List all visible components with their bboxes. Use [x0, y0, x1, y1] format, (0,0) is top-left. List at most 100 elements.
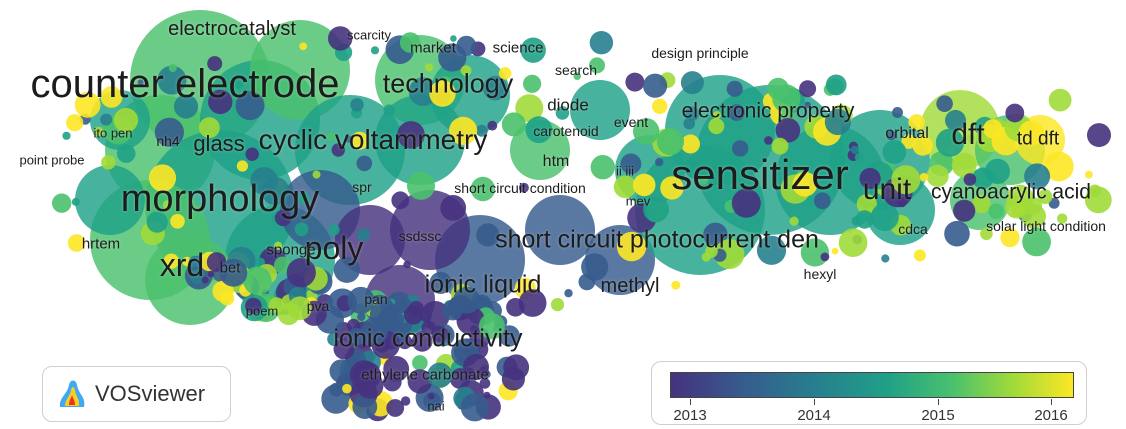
- term-bubble[interactable]: [168, 64, 177, 72]
- term-bubble[interactable]: [400, 396, 411, 406]
- term-bubble[interactable]: [726, 80, 743, 97]
- term-bubble[interactable]: [478, 313, 505, 340]
- term-label-ionic-conductivity[interactable]: ionic conductivity: [333, 324, 523, 353]
- term-bubble[interactable]: [684, 155, 707, 179]
- term-bubble[interactable]: [361, 317, 389, 344]
- term-label-bet[interactable]: bet: [219, 259, 241, 277]
- term-bubble[interactable]: [235, 91, 265, 121]
- term-label-hrtem[interactable]: hrtem: [81, 235, 121, 253]
- term-bubble[interactable]: [297, 192, 311, 205]
- term-bubble[interactable]: [570, 80, 630, 140]
- term-bubble[interactable]: [286, 258, 316, 288]
- term-bubble[interactable]: [450, 35, 457, 42]
- term-bubble[interactable]: [245, 147, 259, 161]
- term-label-ethylene-carbonate[interactable]: ethylene carbonate: [361, 366, 489, 384]
- term-label-event[interactable]: event: [613, 114, 649, 130]
- term-bubble[interactable]: [613, 175, 637, 199]
- term-bubble[interactable]: [482, 75, 508, 101]
- term-bubble[interactable]: [850, 145, 859, 155]
- term-bubble[interactable]: [892, 107, 903, 118]
- term-bubble[interactable]: [908, 114, 925, 131]
- term-bubble[interactable]: [273, 241, 283, 250]
- term-bubble[interactable]: [901, 134, 916, 149]
- term-bubble[interactable]: [643, 73, 668, 98]
- term-bubble[interactable]: [100, 113, 113, 126]
- term-bubble[interactable]: [429, 80, 456, 107]
- term-bubble[interactable]: [407, 171, 435, 200]
- term-bubble[interactable]: [173, 94, 199, 119]
- term-bubble[interactable]: [397, 121, 425, 149]
- term-bubble[interactable]: [100, 86, 123, 108]
- term-bubble[interactable]: [268, 297, 285, 313]
- term-label-hexyl[interactable]: hexyl: [803, 266, 837, 282]
- term-bubble[interactable]: [101, 155, 116, 170]
- term-bubble[interactable]: [632, 173, 656, 197]
- term-bubble[interactable]: [391, 191, 410, 210]
- term-bubble[interactable]: [1085, 170, 1093, 179]
- term-bubble[interactable]: [424, 63, 434, 72]
- term-bubble[interactable]: [732, 140, 749, 157]
- term-bubble[interactable]: [328, 224, 340, 236]
- term-bubble[interactable]: [456, 35, 477, 56]
- term-bubble[interactable]: [984, 158, 1011, 184]
- term-bubble[interactable]: [775, 118, 801, 143]
- term-label-counter-electrode[interactable]: counter electrode: [30, 62, 340, 106]
- term-bubble[interactable]: [1005, 103, 1025, 123]
- term-bubble[interactable]: [479, 377, 491, 389]
- term-bubble[interactable]: [705, 244, 718, 258]
- term-bubble[interactable]: [74, 91, 101, 118]
- term-bubble[interactable]: [201, 276, 209, 284]
- term-bubble[interactable]: [550, 298, 565, 312]
- term-bubble[interactable]: [913, 249, 926, 262]
- term-bubble[interactable]: [855, 210, 874, 229]
- term-bubble[interactable]: [299, 42, 308, 51]
- term-bubble[interactable]: [824, 108, 852, 136]
- term-bubble[interactable]: [799, 80, 817, 98]
- term-label-electronic-property[interactable]: electronic property: [681, 99, 855, 123]
- term-bubble[interactable]: [154, 117, 184, 147]
- term-bubble[interactable]: [208, 89, 233, 115]
- term-label-spr[interactable]: spr: [352, 179, 372, 195]
- term-bubble[interactable]: [881, 254, 890, 263]
- term-bubble[interactable]: [859, 167, 881, 190]
- term-bubble[interactable]: [963, 173, 977, 186]
- term-bubble[interactable]: [255, 257, 265, 267]
- term-label-nh4[interactable]: nh4: [156, 133, 180, 149]
- term-bubble[interactable]: [487, 120, 498, 131]
- term-label-cyanoacrylic-acid[interactable]: cyanoacrylic acid: [931, 180, 1091, 204]
- term-bubble[interactable]: [573, 72, 581, 80]
- term-bubble[interactable]: [825, 74, 847, 96]
- term-bubble[interactable]: [771, 137, 789, 155]
- term-bubble[interactable]: [408, 77, 438, 106]
- term-bubble[interactable]: [137, 79, 144, 86]
- term-bubble[interactable]: [423, 392, 441, 410]
- term-bubble[interactable]: [356, 155, 373, 172]
- term-label-short-circuit-condition[interactable]: short circuit condition: [454, 180, 586, 196]
- term-bubble[interactable]: [555, 106, 570, 120]
- term-bubble[interactable]: [62, 131, 71, 140]
- term-bubble[interactable]: [116, 144, 136, 163]
- term-bubble[interactable]: [66, 114, 84, 132]
- term-bubble[interactable]: [926, 164, 949, 187]
- term-bubble[interactable]: [93, 126, 104, 137]
- term-bubble[interactable]: [243, 266, 272, 295]
- term-bubble[interactable]: [388, 311, 405, 328]
- term-bubble[interactable]: [403, 305, 424, 325]
- term-bubble[interactable]: [1043, 151, 1074, 182]
- term-bubble[interactable]: [944, 220, 970, 247]
- term-bubble[interactable]: [506, 298, 525, 317]
- term-bubble[interactable]: [714, 239, 745, 270]
- term-bubble[interactable]: [188, 255, 201, 268]
- term-bubble[interactable]: [219, 258, 248, 287]
- term-bubble[interactable]: [113, 107, 139, 133]
- term-bubble[interactable]: [525, 116, 553, 144]
- term-bubble[interactable]: [357, 312, 366, 322]
- term-bubble[interactable]: [589, 31, 614, 55]
- term-bubble[interactable]: [564, 289, 573, 298]
- term-bubble[interactable]: [250, 20, 350, 120]
- term-bubble[interactable]: [329, 382, 344, 397]
- term-bubble[interactable]: [980, 227, 993, 241]
- term-bubble[interactable]: [882, 140, 907, 164]
- term-bubble[interactable]: [518, 182, 529, 193]
